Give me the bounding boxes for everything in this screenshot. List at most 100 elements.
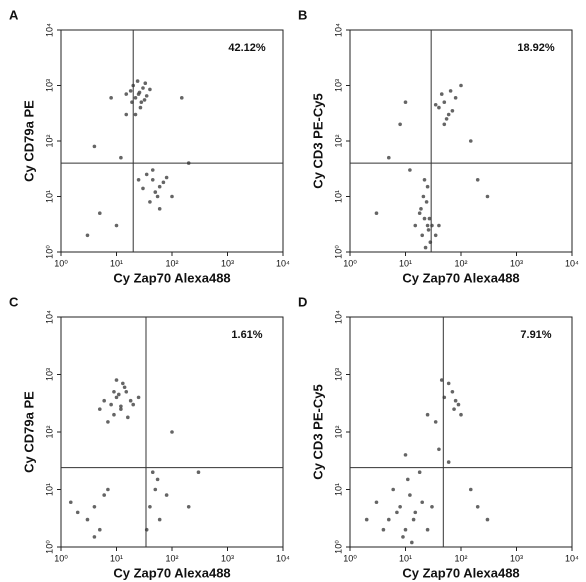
- event-dot: [437, 223, 441, 228]
- event-dot: [109, 402, 113, 407]
- event-dot: [422, 177, 427, 182]
- x-tick-label: 10²: [165, 553, 178, 563]
- event-dot: [92, 144, 97, 149]
- event-dot: [453, 398, 458, 403]
- x-tick-label: 10⁰: [54, 258, 68, 268]
- y-tick-label: 10³: [333, 79, 343, 92]
- event-dot: [133, 112, 138, 117]
- event-dot: [437, 447, 441, 452]
- y-tick-label: 10²: [44, 134, 54, 147]
- event-dot: [408, 493, 412, 497]
- y-axis-label: Cy CD79a PE: [21, 391, 36, 473]
- event-dot: [425, 527, 430, 532]
- event-dot: [391, 487, 395, 492]
- event-dot: [124, 390, 129, 394]
- event-dot: [401, 535, 405, 539]
- y-axis-label: Cy CD3 PE-Cy5: [310, 384, 325, 479]
- x-tick-label: 10²: [454, 258, 467, 268]
- event-dot: [136, 177, 141, 182]
- event-dot: [161, 180, 166, 185]
- event-dot: [381, 527, 386, 532]
- event-dot: [119, 155, 123, 160]
- y-tick-label: 10³: [44, 368, 54, 381]
- event-dot: [150, 168, 155, 172]
- event-dot: [398, 122, 402, 127]
- event-dot: [124, 112, 129, 117]
- event-dot: [411, 517, 416, 522]
- event-dot: [153, 190, 158, 194]
- event-dot: [405, 477, 410, 482]
- x-tick-label: 10⁴: [276, 258, 290, 268]
- x-axis-label: Cy Zap70 Alexa488: [113, 270, 230, 285]
- event-dot: [144, 94, 149, 98]
- y-tick-label: 10⁴: [333, 310, 343, 324]
- event-dot: [179, 96, 184, 100]
- x-tick-label: 10³: [221, 258, 234, 268]
- y-tick-label: 10⁰: [333, 540, 343, 554]
- event-dot: [170, 430, 174, 434]
- event-dot: [475, 505, 480, 509]
- event-dot: [413, 223, 418, 228]
- y-tick-label: 10¹: [333, 483, 343, 496]
- event-dot: [410, 540, 414, 545]
- event-dot: [148, 87, 152, 92]
- event-dot: [109, 96, 113, 100]
- event-dot: [448, 89, 453, 93]
- event-dot: [424, 200, 429, 204]
- event-dot: [426, 228, 431, 232]
- event-dot: [475, 177, 480, 182]
- y-tick-label: 10⁰: [44, 245, 54, 259]
- event-dot: [450, 109, 455, 113]
- event-dot: [131, 402, 136, 407]
- event-dot: [137, 90, 142, 95]
- event-dot: [417, 211, 422, 216]
- event-dot: [417, 470, 422, 474]
- event-dot: [423, 245, 428, 250]
- event-dot: [433, 233, 438, 238]
- event-dot: [157, 207, 162, 211]
- event-dot: [136, 395, 141, 400]
- event-dot: [398, 505, 402, 509]
- y-axis-label: Cy CD3 PE-Cy5: [310, 93, 325, 188]
- event-dot: [102, 493, 106, 497]
- event-dot: [403, 100, 408, 105]
- event-dot: [75, 510, 80, 515]
- panel-label: A: [9, 7, 19, 22]
- event-dot: [144, 527, 149, 532]
- event-dot: [155, 194, 160, 199]
- event-dot: [92, 505, 97, 509]
- event-dot: [119, 404, 123, 409]
- event-dot: [420, 500, 425, 505]
- event-dot: [425, 223, 430, 228]
- event-dot: [143, 81, 148, 86]
- x-tick-label: 10⁰: [343, 258, 357, 268]
- event-dot: [114, 223, 119, 228]
- event-dot: [157, 517, 162, 522]
- event-dot: [408, 168, 412, 172]
- event-dot: [419, 207, 423, 211]
- panel-label: D: [298, 294, 307, 309]
- event-dot: [124, 92, 129, 96]
- event-dot: [374, 211, 379, 216]
- x-tick-label: 10³: [221, 553, 234, 563]
- quadrant-percent: 42.12%: [228, 42, 266, 54]
- event-dot: [112, 412, 116, 417]
- y-tick-label: 10¹: [333, 190, 343, 203]
- x-tick-label: 10²: [454, 553, 467, 563]
- x-tick-label: 10⁰: [343, 553, 357, 563]
- x-tick-label: 10³: [510, 258, 523, 268]
- event-dot: [157, 184, 162, 189]
- event-dot: [403, 453, 408, 457]
- event-dot: [427, 216, 432, 221]
- event-dot: [97, 527, 102, 532]
- event-dot: [446, 112, 451, 117]
- event-dot: [453, 96, 458, 100]
- event-dot: [186, 505, 191, 509]
- x-tick-label: 10⁴: [276, 553, 290, 563]
- quadrant-percent: 7.91%: [520, 329, 551, 341]
- y-tick-label: 10⁴: [44, 23, 54, 37]
- event-dot: [128, 89, 133, 93]
- event-dot: [106, 487, 110, 492]
- y-tick-label: 10³: [333, 368, 343, 381]
